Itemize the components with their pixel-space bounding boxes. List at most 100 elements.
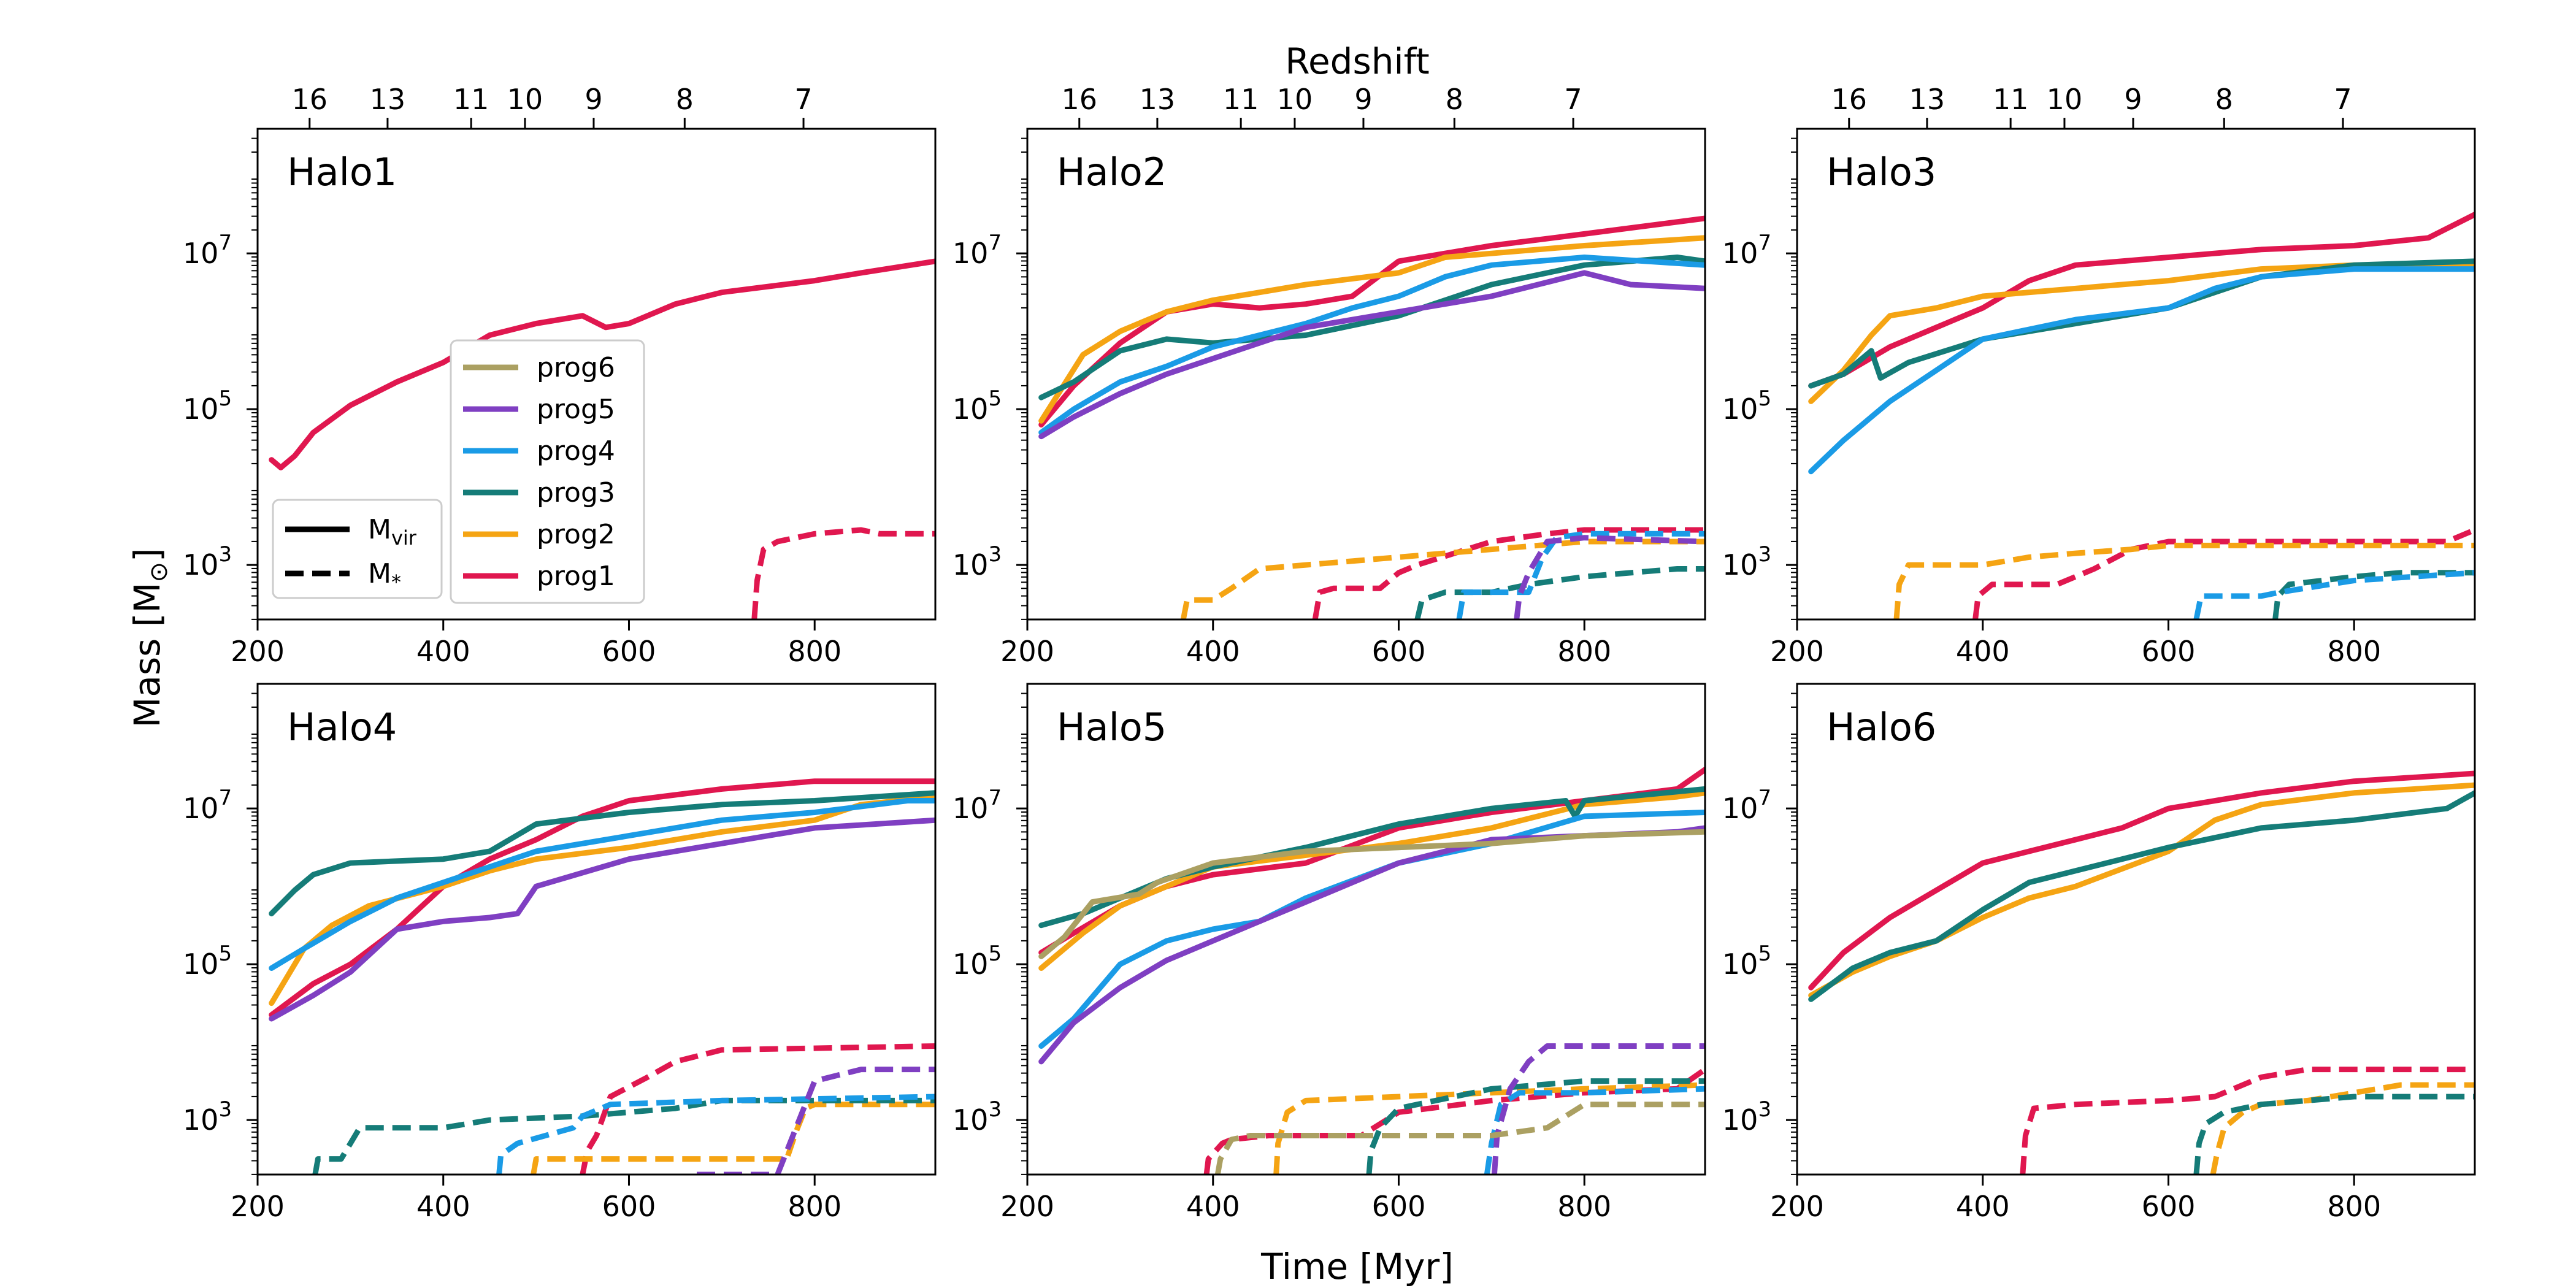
x-tick-label: 200 bbox=[1770, 635, 1824, 668]
line-prog4-mvir bbox=[1808, 266, 2475, 475]
redshift-tick-label: 8 bbox=[676, 83, 694, 116]
redshift-tick-label: 13 bbox=[1140, 83, 1176, 116]
panel-label: Halo1 bbox=[287, 150, 397, 194]
y-tick-label: 107 bbox=[1722, 231, 1771, 270]
line-prog2-mvir bbox=[1808, 782, 2475, 999]
panel-halo1: 200 400 600 800 103 105 107 16 13 11 10 9 8 7 Halo1 pro… bbox=[183, 83, 937, 668]
line-prog6-mstar bbox=[1214, 1102, 1705, 1175]
panel-label: Halo5 bbox=[1057, 705, 1167, 749]
legend-label-prog5: prog5 bbox=[537, 394, 615, 425]
x-tick-label: 200 bbox=[1770, 1190, 1824, 1223]
y-tick-label: 103 bbox=[953, 542, 1002, 581]
x-tick-label: 400 bbox=[1956, 1190, 2010, 1223]
line-prog1-mvir bbox=[269, 258, 935, 470]
legend-label-prog3: prog3 bbox=[537, 477, 615, 508]
series-group bbox=[269, 778, 935, 1175]
line-prog1-mstar bbox=[1972, 527, 2475, 619]
line-prog3-mstar bbox=[2193, 1094, 2475, 1175]
line-prog5-mvir bbox=[1038, 270, 1705, 440]
line-prog3-mvir bbox=[1808, 790, 2475, 1002]
x-tick-label: 600 bbox=[1372, 635, 1426, 668]
x-tick-label: 800 bbox=[2327, 1190, 2381, 1223]
panel-label: Halo2 bbox=[1057, 150, 1167, 194]
panel-frame bbox=[1796, 128, 2476, 621]
x-tick-label: 600 bbox=[2142, 1190, 2196, 1223]
series-group bbox=[1808, 770, 2475, 1175]
x-tick-label: 600 bbox=[602, 635, 656, 668]
line-prog1-mstar bbox=[1312, 527, 1705, 619]
line-prog2-mstar bbox=[1893, 542, 2475, 619]
redshift-tick-label: 7 bbox=[2334, 83, 2352, 116]
y-axis-title-end: ] bbox=[126, 548, 168, 562]
line-prog2-mvir bbox=[269, 794, 935, 1006]
x-axis-title: Time [Myr] bbox=[1260, 1246, 1454, 1287]
x-tick-label: 400 bbox=[1186, 635, 1240, 668]
redshift-tick-label: 9 bbox=[2124, 83, 2142, 116]
x-tick-label: 200 bbox=[231, 1190, 285, 1223]
line-prog5-mvir bbox=[1038, 825, 1705, 1065]
y-axis-title: Mass [M⊙] bbox=[126, 548, 173, 727]
x-tick-label: 400 bbox=[1956, 635, 2010, 668]
line-prog3-mstar bbox=[1414, 566, 1705, 619]
line-prog5-mstar bbox=[696, 1067, 935, 1175]
redshift-tick-label: 10 bbox=[1277, 83, 1313, 116]
line-prog3-mvir bbox=[269, 790, 935, 917]
panel-halo5: 200 400 600 800 103 105 107 Halo5 bbox=[953, 683, 1706, 1223]
line-prog4-mstar bbox=[496, 1094, 935, 1175]
line-prog1-mvir bbox=[1808, 770, 2475, 991]
y-tick-label: 105 bbox=[183, 386, 232, 426]
redshift-tick-label: 11 bbox=[1223, 83, 1259, 116]
x-tick-label: 800 bbox=[788, 1190, 841, 1223]
x-tick-label: 400 bbox=[416, 1190, 470, 1223]
line-prog3-mvir bbox=[1808, 258, 2475, 389]
panel-label: Halo4 bbox=[287, 705, 397, 749]
line-prog4-mvir bbox=[1038, 255, 1705, 435]
redshift-tick-label: 9 bbox=[1354, 83, 1372, 116]
y-tick-label: 107 bbox=[1722, 786, 1771, 825]
line-prog3-mvir bbox=[1038, 255, 1705, 401]
panel-frame bbox=[1026, 128, 1706, 621]
x-tick-label: 400 bbox=[1186, 1190, 1240, 1223]
panel-halo3: 200 400 600 800 103 105 107 16 13 11 10 9 8 7 Halo3 bbox=[1722, 83, 2476, 668]
y-tick-label: 107 bbox=[183, 786, 232, 825]
y-tick-label: 107 bbox=[953, 786, 1002, 825]
series-group bbox=[1808, 212, 2475, 619]
y-tick-label: 103 bbox=[953, 1097, 1002, 1137]
x-tick-label: 800 bbox=[1557, 635, 1611, 668]
line-prog5-mstar bbox=[1491, 1043, 1705, 1175]
y-tick-label: 105 bbox=[1722, 941, 1771, 981]
redshift-tick-label: 16 bbox=[291, 83, 328, 116]
legend-label-prog2: prog2 bbox=[537, 519, 615, 550]
line-prog3-mstar bbox=[2272, 570, 2475, 619]
redshift-tick-label: 11 bbox=[1993, 83, 2029, 116]
legend-box bbox=[450, 339, 645, 604]
x-tick-label: 200 bbox=[1000, 635, 1054, 668]
line-prog4-mstar bbox=[1484, 1086, 1705, 1175]
series-group bbox=[1038, 767, 1705, 1175]
panel-frame bbox=[1026, 683, 1706, 1176]
redshift-tick-label: 9 bbox=[585, 83, 602, 116]
redshift-tick-label: 7 bbox=[1564, 83, 1582, 116]
panel-frame bbox=[256, 128, 937, 621]
panel-label: Halo3 bbox=[1827, 150, 1936, 194]
panel-halo2: 200 400 600 800 103 105 107 16 13 11 10 9 8 7 Halo2 bbox=[953, 83, 1706, 668]
legend-mass-types: Mvir M* bbox=[272, 499, 443, 599]
series-group bbox=[1038, 215, 1705, 619]
line-prog1-mvir bbox=[269, 778, 935, 1018]
line-prog1-mstar bbox=[580, 1043, 935, 1175]
y-axis-title-sub: ⊙ bbox=[145, 562, 173, 583]
x-tick-label: 200 bbox=[231, 635, 285, 668]
redshift-tick-label: 13 bbox=[1909, 83, 1945, 116]
line-prog3-mstar bbox=[312, 1097, 935, 1175]
y-tick-label: 105 bbox=[1722, 386, 1771, 426]
redshift-tick-label: 16 bbox=[1831, 83, 1867, 116]
redshift-tick-label: 10 bbox=[507, 83, 543, 116]
panel-frame bbox=[1796, 683, 2476, 1176]
panel-halo6: 200 400 600 800 103 105 107 Halo6 bbox=[1722, 683, 2476, 1223]
y-tick-label: 103 bbox=[183, 1097, 232, 1137]
redshift-tick-label: 8 bbox=[2215, 83, 2233, 116]
line-prog2-mvir bbox=[1038, 790, 1705, 971]
panel-label: Halo6 bbox=[1827, 705, 1936, 749]
